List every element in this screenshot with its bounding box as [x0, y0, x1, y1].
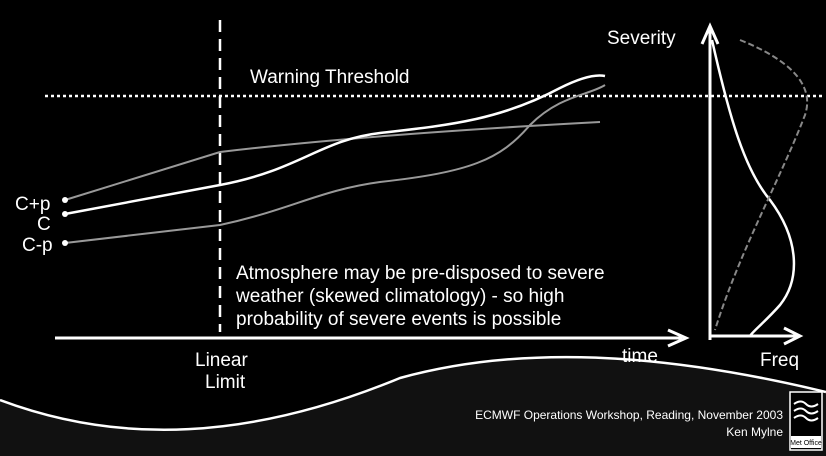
logo-plate	[791, 436, 821, 448]
curve-c	[64, 74, 606, 216]
linear-limit-label: Limit	[205, 372, 246, 393]
footer-author: Ken Mylne	[726, 425, 783, 439]
point	[62, 211, 68, 217]
note-line: probability of severe events is possible	[236, 309, 561, 330]
point	[62, 197, 68, 203]
scenario-label: C	[37, 214, 51, 235]
arrow-head	[667, 328, 690, 348]
note-line: weather (skewed climatology) - so high	[235, 286, 564, 307]
scenario-label: C+p	[15, 194, 50, 215]
arrow-head	[783, 326, 804, 346]
footer-wave	[0, 355, 826, 432]
threshold-label: Warning Threshold	[250, 67, 409, 88]
point	[62, 240, 68, 246]
logo-text: Met Office	[790, 440, 822, 447]
severity-label: Severity	[607, 28, 676, 49]
arrow-head	[700, 22, 720, 45]
time-label: time	[622, 346, 658, 367]
curve-c-minus-p	[64, 84, 606, 244]
freq-label: Freq	[760, 350, 799, 371]
logo-waves	[793, 400, 819, 422]
climatology-curve	[710, 39, 796, 337]
scenario-label: C-p	[22, 235, 53, 256]
footer-band	[0, 357, 826, 456]
note-line: Atmosphere may be pre-disposed to severe	[236, 263, 605, 284]
curve-c-plus-p	[64, 121, 601, 201]
linear-limit-label: Linear	[195, 350, 248, 371]
skewed-curve	[714, 39, 809, 331]
footer-event: ECMWF Operations Workshop, Reading, Nove…	[475, 408, 783, 422]
